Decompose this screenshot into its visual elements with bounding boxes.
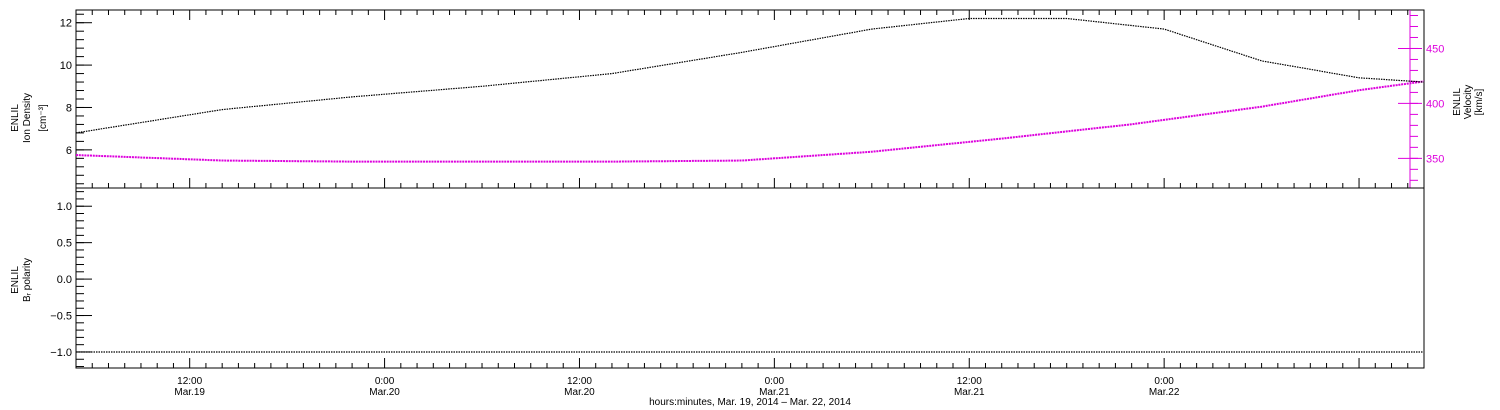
polarity-tick-label: −0.5: [50, 311, 72, 323]
x-axis: 12:00Mar.190:00Mar.2012:00Mar.200:00Mar.…: [75, 10, 1425, 398]
top-series-layer: [75, 17, 1425, 163]
x-tick-date-label: Mar.21: [759, 387, 790, 398]
polarity-axis-title-line2: Bᵣ polarity: [22, 258, 33, 302]
x-tick-date-label: Mar.19: [174, 387, 205, 398]
density-tick-label: 6: [66, 145, 72, 157]
top-left-axis: 6 8 10 12: [60, 13, 92, 185]
x-tick-date-label: Mar.20: [564, 387, 595, 398]
x-tick-time-label: 0:00: [1154, 376, 1174, 387]
density-tick-label: 10: [60, 60, 72, 72]
polarity-tick-label: −1.0: [50, 347, 72, 359]
x-tick-date-label: Mar.20: [369, 387, 400, 398]
density-axis-title-line2: Ion Density: [22, 93, 33, 143]
density-series-line: [75, 17, 1425, 134]
velocity-axis-title-line3: [km/s]: [1474, 88, 1485, 115]
x-tick-date-label: Mar.22: [1149, 387, 1180, 398]
velocity-tick-label: 450: [1426, 43, 1444, 55]
x-tick-date-label: Mar.21: [954, 387, 985, 398]
bottom-panel: −1.0 −0.5 0.0 0.5 1.0 ENLIL Bᵣ polarity: [10, 187, 1425, 369]
x-tick-time-label: 0:00: [375, 376, 395, 387]
x-tick-time-label: 12:00: [957, 376, 982, 387]
x-axis-title: hours:minutes, Mar. 19, 2014 – Mar. 22, …: [649, 397, 851, 408]
top-right-axis: 350 400 450: [1398, 10, 1444, 188]
density-axis-title-line3: [cm⁻³]: [38, 104, 49, 132]
x-tick-time-label: 12:00: [177, 376, 202, 387]
polarity-tick-label: 1.0: [57, 201, 72, 213]
x-tick-time-label: 12:00: [567, 376, 592, 387]
x-tick-time-label: 0:00: [765, 376, 785, 387]
density-axis-title-line1: ENLIL: [10, 104, 21, 132]
velocity-tick-label: 350: [1426, 153, 1444, 165]
velocity-tick-label: 400: [1426, 98, 1444, 110]
bottom-panel-frame: [75, 187, 1425, 369]
polarity-tick-label: 0.5: [57, 238, 72, 250]
polarity-tick-label: 0.0: [57, 274, 72, 286]
density-tick-label: 8: [66, 102, 72, 114]
velocity-axis-title-line2: Velocity: [1463, 85, 1474, 119]
velocity-series-line: [75, 80, 1425, 163]
bottom-left-axis: −1.0 −0.5 0.0 0.5 1.0: [50, 191, 92, 368]
polarity-axis-title-line1: ENLIL: [10, 266, 21, 294]
density-tick-label: 12: [60, 18, 72, 30]
velocity-axis-title-line1: ENLIL: [1452, 88, 1463, 116]
